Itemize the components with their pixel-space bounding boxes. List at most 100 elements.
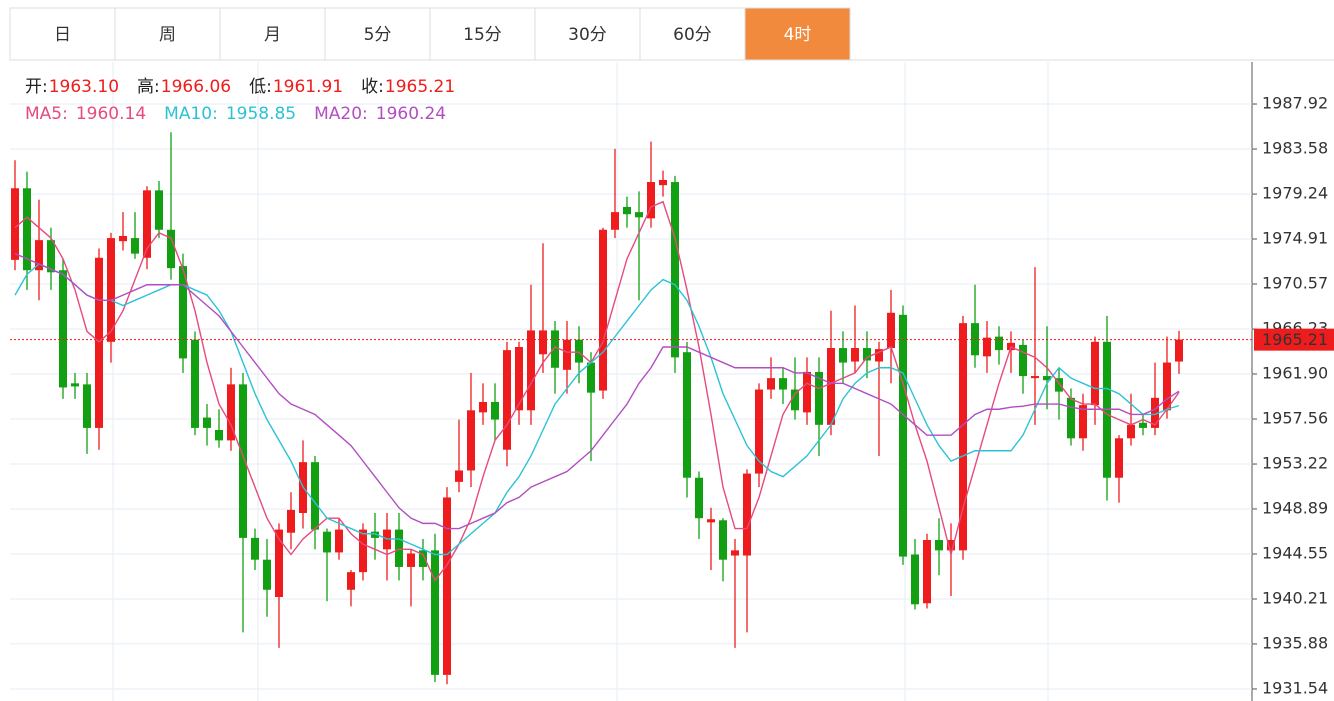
tab-label[interactable]: 30分 [568, 25, 607, 45]
candle-body [1019, 344, 1027, 377]
y-tick-label: 1957.56 [1262, 409, 1328, 428]
candle-body [263, 559, 271, 590]
y-tick-label: 1935.88 [1262, 633, 1328, 652]
candle-body [611, 212, 619, 230]
y-tick-label: 1970.57 [1262, 274, 1328, 293]
tab-label[interactable]: 60分 [673, 25, 712, 45]
candle-body [515, 347, 523, 411]
legend-label: 开: [25, 77, 48, 97]
candle-body [791, 389, 799, 411]
tab-label[interactable]: 月 [264, 25, 281, 45]
candle-body [959, 323, 967, 551]
legend-label: 低: [249, 77, 272, 97]
tab-label[interactable]: 日 [54, 25, 71, 45]
candle-body [1163, 362, 1171, 411]
tab[interactable] [744, 7, 851, 61]
candle-body [1055, 378, 1063, 392]
candle-body [35, 240, 43, 271]
candle-body [695, 477, 703, 519]
candle-body [1139, 422, 1147, 428]
candle-body [323, 531, 331, 553]
y-tick-label: 1961.90 [1262, 363, 1328, 382]
candle-body [59, 270, 67, 388]
candle-body [839, 348, 847, 363]
candle-body [683, 352, 691, 478]
candle-body [947, 539, 955, 551]
candle-body [275, 529, 283, 598]
candle-body [47, 240, 55, 273]
candle-body [431, 550, 439, 675]
last-price-label: 1965.21 [1262, 330, 1328, 349]
y-tick-label: 1931.54 [1262, 678, 1328, 697]
candle-body [983, 337, 991, 357]
candle-body [239, 384, 247, 538]
ma-legend-value: 1960.24 [376, 104, 446, 124]
candle-body [671, 182, 679, 358]
legend-value: 1966.06 [161, 77, 231, 97]
candle-body [635, 212, 643, 218]
candle-body [731, 550, 739, 556]
candle-body [215, 430, 223, 441]
tab[interactable] [639, 7, 746, 61]
candle-body [83, 384, 91, 428]
candle-body [539, 330, 547, 355]
legend-value: 1965.21 [385, 77, 455, 97]
candle-body [647, 182, 655, 219]
candle-body [287, 509, 295, 533]
candle-body [71, 383, 79, 387]
candle-body [1031, 376, 1039, 379]
candle-body [503, 350, 511, 450]
candle-body [1151, 397, 1159, 428]
tab-label[interactable]: 5分 [364, 25, 392, 45]
ma-legend-label: MA10: [164, 104, 218, 124]
candle-body [779, 378, 787, 390]
candle-body [131, 238, 139, 254]
candle-body [335, 529, 343, 553]
y-tick-label: 1940.21 [1262, 589, 1328, 608]
candle-body [227, 384, 235, 441]
candle-body [1175, 339, 1183, 362]
legend-value: 1961.91 [273, 77, 343, 97]
candle-body [815, 371, 823, 425]
candle-body [599, 229, 607, 391]
candle-body [623, 206, 631, 215]
candle-body [1067, 397, 1075, 439]
candle-body [827, 348, 835, 425]
candle-body [719, 520, 727, 560]
candle-body [803, 371, 811, 413]
candle-body [347, 572, 355, 590]
candle-body [527, 330, 535, 411]
candle-body [395, 529, 403, 567]
candle-body [587, 362, 595, 393]
candle-body [743, 473, 751, 556]
candle-body [191, 339, 199, 428]
candle-body [1079, 405, 1087, 439]
candle-body [707, 519, 715, 523]
candle-body [659, 179, 667, 186]
candle-body [563, 339, 571, 370]
ma-legend-value: 1960.14 [76, 104, 146, 124]
tab-label[interactable]: 4时 [784, 25, 812, 45]
candle-body [143, 190, 151, 258]
candle-body [443, 497, 451, 675]
candle-body [1091, 341, 1099, 406]
candle-body [923, 539, 931, 604]
y-tick-label: 1953.22 [1262, 454, 1328, 473]
candle-body [1043, 376, 1051, 381]
candle-body [95, 257, 103, 428]
candle-body [119, 235, 127, 242]
candle-body [203, 417, 211, 428]
candle-body [899, 314, 907, 557]
tab[interactable] [534, 7, 641, 61]
tab-label[interactable]: 周 [159, 25, 176, 45]
candle-body [1127, 424, 1135, 439]
candle-body [767, 378, 775, 390]
last-price-box [1254, 328, 1334, 351]
candle-body [491, 401, 499, 420]
candle-body [23, 188, 31, 271]
candle-body [755, 389, 763, 474]
ma-line [14, 252, 1180, 530]
candle-body [311, 462, 319, 530]
tab-label[interactable]: 15分 [463, 25, 502, 45]
